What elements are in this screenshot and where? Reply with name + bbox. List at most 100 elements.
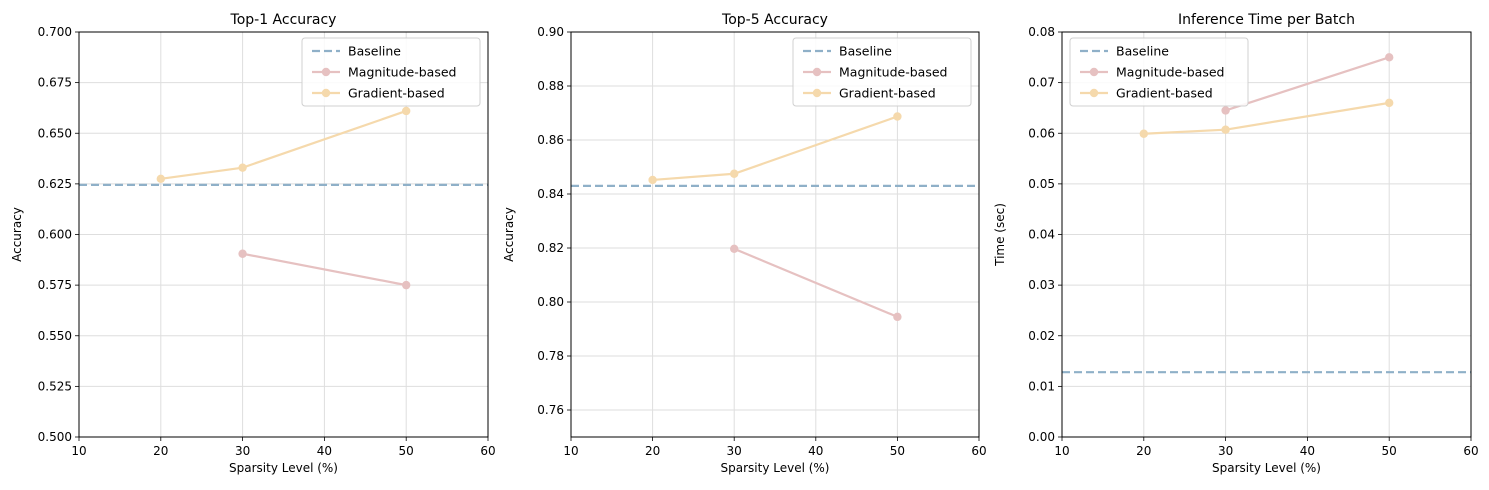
data-point — [156, 174, 165, 184]
x-tick-label: 50 — [399, 444, 414, 458]
series-line-magnitude-based — [733, 247, 898, 318]
x-axis-label: Sparsity Level (%) — [721, 461, 830, 475]
legend-label: Baseline — [1116, 44, 1169, 59]
data-point — [1139, 129, 1149, 138]
series-line-gradient-based — [1143, 101, 1390, 135]
series-line-magnitude-based — [242, 252, 407, 287]
y-tick-label: 0.76 — [537, 403, 564, 417]
data-point — [893, 112, 902, 121]
x-tick-label: 10 — [1054, 444, 1069, 458]
legend-item: Baseline — [1080, 44, 1169, 59]
x-tick-label: 60 — [480, 444, 495, 458]
y-tick-label: 0.00 — [1028, 430, 1055, 444]
data-point — [893, 312, 902, 322]
y-tick-label: 0.03 — [1028, 278, 1055, 292]
legend-label: Magnitude-based — [348, 65, 456, 80]
x-tick-label: 20 — [1136, 444, 1151, 458]
x-tick-label: 50 — [1382, 444, 1397, 458]
data-point — [402, 106, 411, 116]
y-tick-label: 0.500 — [38, 430, 72, 444]
legend-label: Magnitude-based — [1116, 65, 1224, 80]
chart-panel-2: 10 20 30 40 50 60 0.76 0.78 0.80 0.82 0.84 0.86 0.88… — [502, 12, 987, 475]
plot-area — [79, 106, 488, 290]
chart-panel-1: 10 20 30 40 50 60 0.500 0.525 0.550 0.575 0.600 0.6… — [10, 12, 496, 475]
x-tick-label: 30 — [235, 444, 250, 458]
x-tick-label: 40 — [317, 444, 332, 458]
x-tick-label: 10 — [71, 444, 86, 458]
legend-marker — [1089, 67, 1099, 77]
y-tick-label: 0.84 — [537, 187, 564, 201]
y-axis-label: Time (sec) — [993, 203, 1007, 267]
legend-box — [301, 37, 481, 107]
legend-item: Gradient-based — [312, 86, 445, 101]
y-tick-label: 0.82 — [537, 241, 564, 255]
legend-item: Baseline — [312, 44, 401, 59]
chart-title: Inference Time per Batch — [1178, 12, 1355, 28]
legend-marker — [812, 88, 822, 98]
legend-item: Magnitude-based — [312, 65, 456, 80]
legend: Baseline Magnitude-based Gradient-based — [792, 37, 972, 107]
legend-label: Gradient-based — [839, 86, 936, 101]
y-tick-label: 0.04 — [1028, 228, 1055, 242]
data-point — [730, 169, 739, 178]
series-line-gradient-based — [652, 115, 898, 182]
legend-label: Gradient-based — [348, 86, 445, 101]
data-point — [1221, 106, 1230, 115]
data-point — [238, 249, 247, 258]
y-tick-label: 0.07 — [1028, 76, 1055, 90]
legend-label: Gradient-based — [1116, 86, 1213, 101]
axes-frame — [1061, 31, 1472, 438]
y-tick-label: 0.550 — [38, 329, 72, 343]
y-tick-label: 0.80 — [537, 295, 564, 309]
x-axis-label: Sparsity Level (%) — [1212, 461, 1321, 475]
data-point — [1385, 98, 1394, 108]
legend-box — [792, 37, 972, 107]
y-axis-label: Accuracy — [10, 207, 24, 262]
legend-marker — [321, 88, 331, 98]
y-tick-label: 0.05 — [1028, 177, 1055, 191]
legend-label: Baseline — [348, 44, 401, 59]
legend-item: Magnitude-based — [1080, 65, 1224, 80]
legend-item: Gradient-based — [803, 86, 936, 101]
x-tick-label: 40 — [808, 444, 823, 458]
y-tick-label: 0.600 — [38, 228, 72, 242]
legend: Baseline Magnitude-based Gradient-based — [1069, 37, 1249, 107]
y-tick-label: 0.86 — [537, 133, 564, 147]
y-tick-label: 0.08 — [1028, 25, 1055, 39]
y-tick-label: 0.88 — [537, 79, 564, 93]
legend-label: Magnitude-based — [839, 65, 947, 80]
y-tick-label: 0.02 — [1028, 329, 1055, 343]
plot-area — [571, 112, 979, 322]
x-tick-label: 60 — [1463, 444, 1478, 458]
legend-item: Gradient-based — [1080, 86, 1213, 101]
axes-frame — [570, 31, 980, 438]
x-tick-label: 40 — [1300, 444, 1315, 458]
legend-label: Baseline — [839, 44, 892, 59]
chart-title: Top-5 Accuracy — [721, 12, 828, 28]
axes-frame — [78, 31, 489, 438]
y-tick-label: 0.700 — [38, 25, 72, 39]
legend-marker — [812, 67, 822, 77]
data-point — [1385, 53, 1394, 62]
series-line-magnitude-based — [1225, 56, 1390, 112]
x-tick-label: 60 — [971, 444, 986, 458]
y-tick-label: 0.625 — [38, 177, 72, 191]
legend-item: Baseline — [803, 44, 892, 59]
x-axis-label: Sparsity Level (%) — [229, 461, 338, 475]
x-tick-label: 50 — [890, 444, 905, 458]
chart-panel-3: 10 20 30 40 50 60 0.00 0.01 0.02 0.03 0.04 0.05 0.06… — [993, 12, 1479, 475]
legend: Baseline Magnitude-based Gradient-based — [301, 37, 481, 107]
x-tick-label: 30 — [727, 444, 742, 458]
legend-marker — [321, 67, 331, 77]
y-tick-label: 0.06 — [1028, 126, 1055, 140]
x-tick-label: 20 — [645, 444, 660, 458]
data-point — [238, 163, 247, 172]
y-tick-label: 0.78 — [537, 349, 564, 363]
y-tick-label: 0.650 — [38, 126, 72, 140]
data-point — [1221, 125, 1230, 134]
legend-item: Magnitude-based — [803, 65, 947, 80]
chart-title: Top-1 Accuracy — [230, 12, 337, 28]
x-tick-label: 10 — [563, 444, 578, 458]
y-tick-label: 0.525 — [38, 379, 72, 393]
